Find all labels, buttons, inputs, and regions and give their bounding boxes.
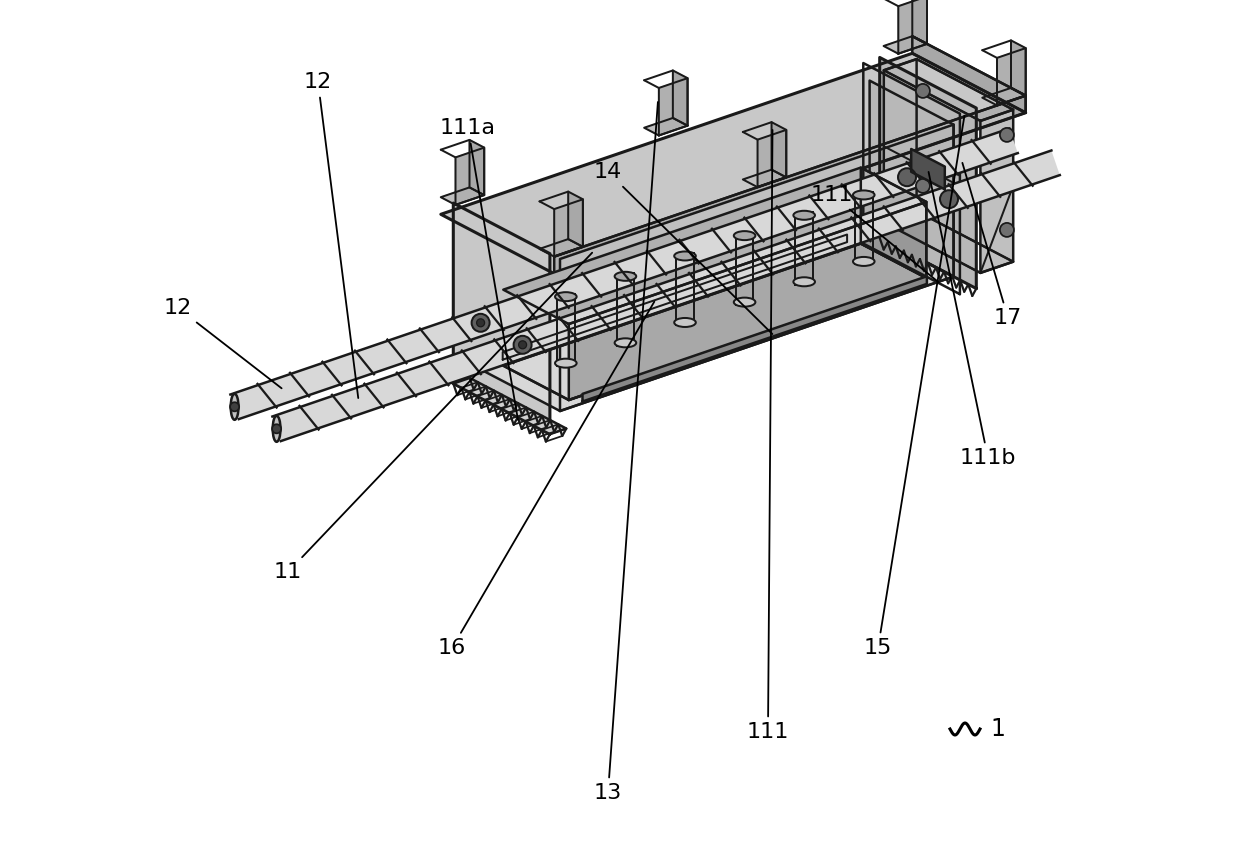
Text: 14: 14 (594, 162, 773, 334)
Polygon shape (440, 53, 1025, 274)
Polygon shape (503, 168, 926, 324)
Text: 111b: 111b (929, 172, 1017, 468)
Circle shape (231, 402, 239, 411)
Polygon shape (911, 149, 945, 189)
Polygon shape (658, 78, 687, 136)
Polygon shape (1011, 40, 1025, 95)
Text: 111: 111 (811, 185, 939, 283)
Text: 16: 16 (438, 302, 655, 658)
Ellipse shape (734, 297, 755, 307)
Polygon shape (568, 192, 583, 247)
Ellipse shape (734, 231, 755, 241)
Text: 1: 1 (991, 717, 1006, 741)
Polygon shape (913, 0, 928, 44)
Text: 111: 111 (746, 130, 789, 742)
Ellipse shape (675, 318, 696, 327)
Ellipse shape (556, 292, 577, 302)
Polygon shape (539, 239, 583, 257)
Polygon shape (455, 148, 484, 205)
Circle shape (999, 128, 1014, 142)
Polygon shape (470, 140, 484, 195)
Ellipse shape (273, 416, 280, 442)
Ellipse shape (794, 210, 815, 220)
Polygon shape (440, 187, 484, 205)
Text: 17: 17 (962, 163, 1022, 328)
Polygon shape (644, 118, 687, 136)
Polygon shape (913, 36, 1025, 113)
Ellipse shape (556, 359, 577, 368)
Polygon shape (560, 125, 954, 411)
Circle shape (916, 179, 930, 193)
Polygon shape (997, 48, 1025, 106)
Ellipse shape (615, 271, 636, 281)
Circle shape (272, 424, 281, 433)
Polygon shape (231, 129, 1018, 419)
Polygon shape (879, 58, 976, 289)
Polygon shape (884, 36, 928, 54)
Text: 11: 11 (274, 253, 593, 582)
Circle shape (898, 168, 916, 186)
Ellipse shape (231, 393, 238, 420)
Polygon shape (454, 378, 567, 434)
Polygon shape (898, 0, 928, 54)
Text: 15: 15 (864, 116, 965, 658)
Polygon shape (273, 150, 1060, 442)
Circle shape (513, 336, 532, 354)
Polygon shape (771, 122, 786, 177)
Circle shape (999, 222, 1014, 237)
Polygon shape (743, 170, 786, 187)
Polygon shape (583, 277, 926, 401)
Polygon shape (861, 168, 926, 278)
Polygon shape (982, 88, 1025, 106)
Text: 12: 12 (304, 72, 358, 398)
Circle shape (916, 84, 930, 98)
Circle shape (471, 314, 490, 332)
Polygon shape (981, 110, 1013, 273)
Polygon shape (673, 70, 687, 125)
Ellipse shape (853, 191, 874, 199)
Polygon shape (454, 203, 549, 434)
Polygon shape (569, 202, 926, 400)
Polygon shape (758, 130, 786, 187)
Polygon shape (554, 95, 1025, 274)
Ellipse shape (675, 252, 696, 260)
Ellipse shape (615, 338, 636, 347)
Polygon shape (554, 199, 583, 257)
Text: 111a: 111a (440, 118, 518, 420)
Text: 13: 13 (594, 102, 658, 803)
Ellipse shape (853, 257, 874, 266)
Polygon shape (476, 233, 954, 411)
Circle shape (518, 341, 527, 349)
Polygon shape (869, 81, 954, 277)
Circle shape (940, 190, 959, 208)
Ellipse shape (794, 277, 815, 286)
Circle shape (476, 319, 485, 326)
Text: 12: 12 (164, 298, 281, 388)
